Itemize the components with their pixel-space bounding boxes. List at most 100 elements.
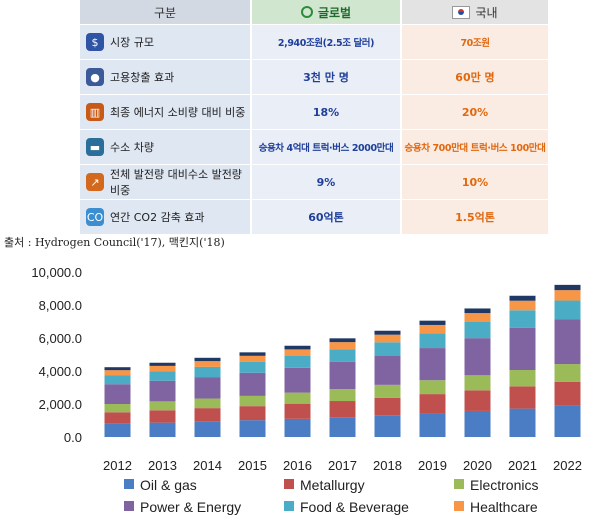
y-tick-label: 4,000.0 <box>39 364 82 379</box>
domestic-value-text: 1.5억톤 <box>455 211 495 224</box>
bar-segment <box>194 421 221 437</box>
bar-segment <box>374 330 401 335</box>
table-row: ▥ 최종 에너지 소비량 대비 비중 18% 20% <box>80 95 550 130</box>
bar-segment <box>509 370 536 387</box>
bar-segment <box>419 394 446 414</box>
row-label: 전체 발전량 대비수소 발전량비중 <box>110 168 242 197</box>
bar-segment <box>509 310 536 328</box>
korea-flag-icon <box>452 5 471 19</box>
bar-segment <box>509 408 536 437</box>
x-tick-label: 2021 <box>508 458 537 473</box>
bar-segment <box>149 380 176 402</box>
bar-segment <box>554 364 581 382</box>
row-label: 연간 CO2 감축 효과 <box>110 211 205 224</box>
factory-icon: ▥ <box>86 103 104 121</box>
bar-segment <box>419 348 446 381</box>
bar-segment <box>239 420 266 437</box>
x-tick-label: 2017 <box>328 458 357 473</box>
header-domestic: 국내 <box>402 0 550 24</box>
row-domestic-value: 승용차 700만대 트럭·버스 100만대 <box>402 130 550 164</box>
global-value-text: 2,940조원(2.5조 달러) <box>277 38 375 49</box>
legend-label: Metallurgy <box>300 477 365 493</box>
row-label: 시장 규모 <box>110 36 154 49</box>
bar-segment <box>284 418 311 437</box>
row-global-value: 2,940조원(2.5조 달러) <box>252 25 402 59</box>
bar-segment <box>554 290 581 301</box>
y-tick-label: 0.0 <box>64 430 82 445</box>
bar-segment <box>239 355 266 362</box>
bar-segment <box>374 342 401 356</box>
row-domestic-value: 60만 명 <box>402 60 550 94</box>
table-header: 구분 글로벌 국내 <box>80 0 550 25</box>
bar-segment <box>284 349 311 356</box>
bar-segment <box>419 413 446 437</box>
bar-segment <box>329 417 356 437</box>
row-label: 최종 에너지 소비량 대비 비중 <box>110 106 246 119</box>
header-global-label: 글로벌 <box>317 5 352 20</box>
bar-segment <box>194 408 221 422</box>
bar-segment <box>329 338 356 343</box>
bar-segment <box>464 308 491 314</box>
x-tick-label: 2014 <box>193 458 222 473</box>
trend-chart-icon: ↗ <box>86 173 104 191</box>
table-row: ↗ 전체 발전량 대비수소 발전량비중 9% 10% <box>80 165 550 200</box>
bar-segment <box>509 300 536 311</box>
bar-segment <box>239 361 266 373</box>
global-value-text: 9% <box>316 175 336 189</box>
bar-segment <box>239 352 266 356</box>
co2-icon: CO <box>86 208 104 226</box>
table-row: $ 시장 규모 2,940조원(2.5조 달러) 70조원 <box>80 25 550 60</box>
source-note: 출처 : Hydrogen Council('17), 맥킨지('18) <box>4 236 225 249</box>
y-tick-label: 6,000.0 <box>39 331 82 346</box>
bar-segment <box>194 357 221 362</box>
bar-segment <box>464 390 491 411</box>
bar-segment <box>149 422 176 437</box>
header-domestic-label: 국내 <box>475 5 498 20</box>
row-domestic-value: 1.5억톤 <box>402 200 550 234</box>
bar-segment <box>104 384 131 404</box>
legend-swatch <box>284 501 294 511</box>
bar-segment <box>329 401 356 418</box>
bar-segment <box>284 345 311 350</box>
bar-segment <box>464 313 491 322</box>
header-category: 구분 <box>80 0 252 24</box>
x-tick-label: 2012 <box>103 458 132 473</box>
bar-segment <box>554 300 581 320</box>
bar-segment <box>194 398 221 409</box>
header-global: 글로벌 <box>252 0 402 24</box>
bar-segment <box>509 327 536 371</box>
row-domestic-value: 10% <box>402 165 550 199</box>
bar-segment <box>194 377 221 399</box>
domestic-value-text: 70조원 <box>460 38 490 49</box>
row-category: ▥ 최종 에너지 소비량 대비 비중 <box>80 95 252 129</box>
bar-segment <box>239 406 266 421</box>
table-row: ● 고용창출 효과 3천 만 명 60만 명 <box>80 60 550 95</box>
legend-swatch <box>124 479 134 489</box>
legend-swatch <box>454 501 464 511</box>
bar-segment <box>464 375 491 391</box>
bar-segment <box>239 395 266 407</box>
domestic-value-text: 60만 명 <box>455 71 495 84</box>
bar-segment <box>104 367 131 371</box>
domestic-value-text: 20% <box>461 105 489 119</box>
bar-segment <box>284 403 311 419</box>
globe-icon <box>300 6 313 18</box>
bar-segment <box>104 412 131 424</box>
bar-segment <box>104 370 131 376</box>
bar-segment <box>284 367 311 393</box>
row-global-value: 18% <box>252 95 402 129</box>
people-icon: ● <box>86 68 104 86</box>
legend-label: Healthcare <box>470 499 538 515</box>
legend-swatch <box>284 479 294 489</box>
bar-segment <box>284 392 311 404</box>
bar-segment <box>329 342 356 350</box>
bar-segment <box>419 333 446 349</box>
legend-label: Electronics <box>470 477 538 493</box>
car-icon: ▬ <box>86 138 104 156</box>
bar-segment <box>509 386 536 409</box>
bar-segment <box>374 384 401 398</box>
bar-segment <box>104 423 131 437</box>
legend-label: Oil & gas <box>140 477 197 493</box>
global-value-text: 승용차 4억대 트럭·버스 2000만대 <box>258 143 394 154</box>
row-category: ▬ 수소 차량 <box>80 130 252 164</box>
